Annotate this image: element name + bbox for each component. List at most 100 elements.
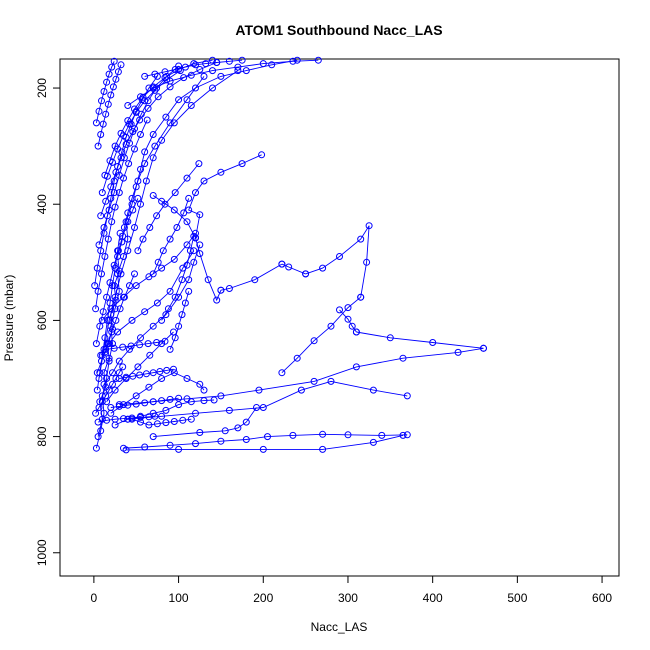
data-point-34-5 [105,70,113,78]
data-point-18-3 [128,316,136,324]
data-point-1-22 [200,72,208,80]
data-point-19-1 [109,369,116,377]
data-point-3-2 [166,441,174,449]
data-point-15-4 [149,192,157,199]
data-point-23-0 [94,418,102,426]
series-line-21 [110,372,205,414]
data-point-1-19 [151,142,159,150]
data-point-19-5 [149,322,157,330]
data-point-2-9 [149,154,157,162]
data-point-36-0 [128,415,136,423]
data-point-30-1 [102,197,110,205]
data-point-35-1 [96,369,104,377]
data-point-3-8 [319,430,327,438]
chart-title: ATOM1 Southbound Nacc_LAS [235,22,442,38]
data-point-20-4 [146,351,154,359]
data-point-27-9 [125,160,133,168]
series-line-2 [98,70,239,379]
data-point-34-7 [110,57,118,65]
data-point-44-5 [186,247,194,255]
data-point-24-5 [109,380,116,388]
data-point-44-0 [158,316,166,324]
data-point-4-2 [259,445,267,453]
data-point-45-2 [175,322,183,330]
data-point-32-3 [117,129,125,137]
x-tick-label: 400 [423,591,443,605]
data-point-22-4 [162,406,170,414]
series-line-10 [281,296,361,374]
data-point-6-4 [259,404,267,411]
data-point-24-2 [98,398,106,406]
series-line-29 [98,65,179,246]
data-point-25-8 [126,282,133,290]
data-point-45-3 [178,311,186,319]
data-point-9-2 [344,315,352,323]
data-point-26-0 [92,340,100,348]
data-point-45-4 [181,299,189,307]
data-point-33-5 [107,91,115,99]
data-point-23-3 [120,415,127,423]
series-line-39 [105,340,166,350]
data-point-33-9 [117,61,125,69]
data-point-40-9 [238,56,246,64]
data-point-1-9 [112,296,120,304]
y-tick-label: 1000 [35,539,49,566]
data-point-43-2 [159,247,167,255]
x-tick-label: 500 [507,591,527,605]
data-point-7-7 [399,354,407,362]
data-point-40-5 [192,61,199,69]
series-line-27 [95,119,148,309]
data-point-0-20 [175,96,183,104]
data-point-44-2 [171,293,179,301]
data-point-32-10 [190,60,198,68]
data-point-40-2 [161,68,169,76]
data-point-26-8 [124,218,132,226]
series-line-40 [144,59,243,77]
data-point-26-9 [129,206,137,214]
data-point-34-2 [98,97,105,105]
data-point-6-6 [327,377,335,385]
data-point-39-5 [144,340,152,348]
data-point-35-2 [98,351,106,359]
data-point-27-5 [108,218,116,226]
data-point-40-4 [181,63,189,71]
data-point-35-9 [116,229,124,237]
data-point-38-7 [163,366,171,374]
data-point-3-7 [289,431,297,439]
data-point-2-13 [209,84,216,92]
data-point-31-0 [98,189,106,197]
data-point-30-12 [196,66,204,73]
data-point-30-2 [107,183,115,191]
data-point-38-4 [142,370,150,378]
data-point-21-6 [183,375,191,382]
data-point-32-0 [101,171,109,179]
x-tick-label: 100 [169,591,189,605]
data-point-34-1 [95,107,103,115]
data-point-19-9 [190,258,198,266]
series-line-38 [119,368,174,379]
data-point-35-7 [111,264,119,272]
data-point-14-0 [217,286,225,294]
data-point-43-3 [166,235,174,243]
data-point-37-6 [158,397,166,405]
data-point-3-9 [344,431,352,439]
y-tick-label: 400 [35,194,49,214]
data-point-25-6 [116,305,124,313]
series-line-45 [169,291,190,350]
data-point-32-4 [124,117,132,125]
data-point-36-4 [162,419,170,427]
x-tick-label: 600 [592,591,612,605]
data-point-17-6 [170,255,178,263]
data-point-5-0 [149,433,157,441]
series-line-43 [152,198,190,275]
data-point-41-7 [259,60,267,68]
data-point-7-6 [352,363,360,371]
data-point-31-5 [126,120,133,128]
series-line-17 [101,233,196,321]
data-point-45-1 [171,334,179,342]
data-point-9-1 [348,322,356,330]
data-point-39-3 [127,342,135,350]
data-point-1-15 [124,209,132,217]
data-point-37-3 [132,400,140,408]
series-line-20 [106,331,174,402]
